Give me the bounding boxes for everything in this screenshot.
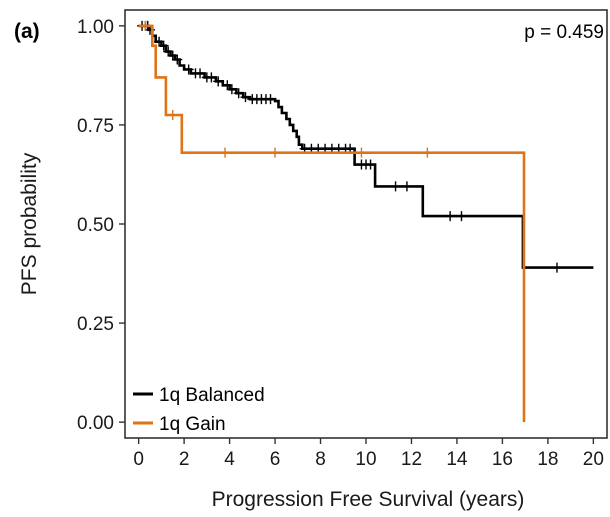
censor-mark-0-17	[233, 88, 244, 99]
censor-mark-1-5	[422, 147, 433, 158]
censor-mark-0-34	[365, 159, 376, 170]
panel-label: (a)	[14, 20, 40, 43]
censor-mark-1-2	[220, 147, 231, 158]
censor-mark-1-0	[140, 20, 151, 31]
x-axis-title: Progression Free Survival (years)	[212, 488, 525, 511]
x-tick-label-5: 10	[355, 449, 376, 470]
censor-mark-0-35	[390, 181, 401, 192]
censor-mark-0-14	[213, 76, 224, 87]
x-tick-label-10: 20	[583, 449, 604, 470]
censor-mark-0-8	[172, 54, 183, 65]
x-tick-label-9: 18	[537, 449, 558, 470]
censor-mark-0-18	[240, 92, 251, 103]
censor-mark-1-4	[356, 147, 367, 158]
censor-mark-0-23	[265, 94, 276, 105]
x-tick-label-0: 0	[133, 449, 144, 470]
y-tick-label-3: 0.75	[77, 116, 114, 137]
censor-mark-0-38	[456, 211, 467, 222]
censor-mark-0-13	[206, 72, 217, 83]
censor-mark-0-5	[158, 40, 169, 51]
legend-label-1: 1q Gain	[159, 414, 226, 435]
y-tick-label-4: 1.00	[77, 17, 114, 38]
censor-mark-0-11	[195, 68, 206, 79]
y-tick-label-1: 0.25	[77, 314, 114, 335]
censor-mark-0-16	[226, 84, 237, 95]
series-line-1	[138, 24, 526, 423]
x-tick-label-3: 6	[270, 449, 281, 470]
x-tick-label-1: 2	[179, 449, 190, 470]
y-axis-title: PFS probability	[18, 152, 41, 295]
p-value-annotation: p = 0.459	[524, 22, 604, 43]
x-tick-label-7: 14	[446, 449, 468, 470]
censor-mark-1-1	[167, 110, 178, 121]
y-tick-label-2: 0.50	[77, 215, 114, 236]
legend: 1q Balanced 1q Gain	[133, 385, 265, 435]
axes: 0 2 4 6 8 10 12 14 16 18 20 0.00 0.25 0.50 0.75 1.00	[77, 9, 608, 470]
x-tick-label-4: 8	[315, 449, 326, 470]
plot-area	[137, 20, 594, 423]
legend-label-0: 1q Balanced	[159, 385, 265, 406]
x-tick-label-2: 4	[224, 449, 235, 470]
censor-mark-0-39	[551, 262, 562, 273]
censor-mark-0-36	[401, 181, 412, 192]
censor-mark-0-37	[445, 211, 456, 222]
censor-mark-1-3	[270, 147, 281, 158]
x-tick-label-6: 12	[401, 449, 422, 470]
y-tick-label-0: 0.00	[77, 413, 114, 434]
censor-mark-0-9	[183, 64, 194, 75]
x-tick-label-8: 16	[492, 449, 513, 470]
